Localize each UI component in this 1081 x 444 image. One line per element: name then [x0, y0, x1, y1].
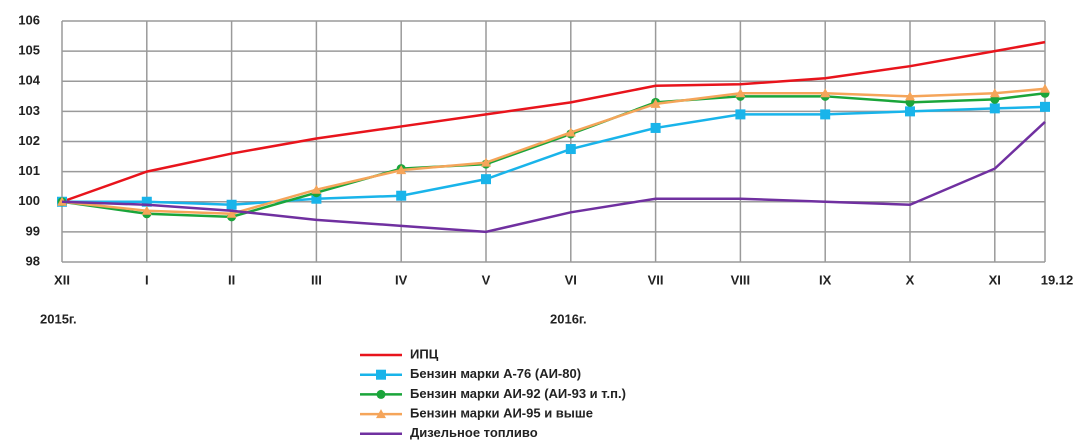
marker	[376, 369, 386, 380]
marker	[820, 88, 831, 98]
legend-label: Бензин марки А-76 (АИ-80)	[410, 366, 581, 381]
marker	[905, 106, 915, 117]
x-tick-label: VII	[648, 272, 664, 287]
x-tick-label: III	[311, 272, 322, 287]
x-tick-label: 19.12	[1041, 272, 1074, 287]
marker	[820, 109, 831, 120]
marker	[650, 122, 661, 133]
legend-label: Бензин марки АИ-95 и выше	[410, 406, 593, 421]
legend-label: Дизельное топливо	[410, 425, 538, 440]
marker	[141, 205, 152, 215]
x-tick-label: VIII	[731, 272, 751, 287]
y-tick-label: 98	[26, 253, 40, 268]
x-tick-label: IV	[395, 272, 408, 287]
x-tick-label: X	[906, 272, 915, 287]
year-label: 2016г.	[550, 311, 587, 326]
legend-label: Бензин марки АИ-92 (АИ-93 и т.п.)	[410, 386, 626, 401]
marker	[57, 196, 67, 206]
marker	[1040, 101, 1050, 112]
marker	[1040, 83, 1050, 93]
y-tick-label: 99	[26, 223, 40, 238]
series-line	[61, 121, 1046, 234]
series-line	[61, 87, 1046, 216]
marker	[735, 109, 746, 120]
marker	[650, 98, 661, 108]
x-tick-label: IX	[819, 272, 832, 287]
x-tick-label: V	[482, 272, 491, 287]
marker	[905, 91, 915, 101]
marker	[481, 157, 491, 167]
marker	[311, 193, 322, 204]
x-tick-label: II	[228, 272, 235, 287]
series-line	[62, 105, 1046, 207]
marker	[376, 389, 386, 399]
marker	[376, 409, 386, 419]
marker	[565, 144, 576, 155]
y-tick-label: 100	[18, 193, 40, 208]
marker	[565, 127, 576, 137]
marker	[396, 165, 407, 175]
legend-label: ИПЦ	[410, 346, 439, 361]
series-line	[61, 40, 1046, 203]
y-tick-label: 105	[18, 43, 40, 58]
x-tick-label: XI	[989, 272, 1001, 287]
marker	[226, 199, 237, 210]
y-tick-label: 104	[18, 73, 40, 88]
marker	[141, 196, 152, 207]
y-tick-label: 106	[18, 12, 40, 27]
marker	[989, 103, 1000, 114]
x-tick-label: XII	[54, 272, 70, 287]
y-tick-label: 102	[18, 133, 40, 148]
y-tick-label: 103	[18, 103, 40, 118]
year-label: 2015г.	[40, 311, 77, 326]
marker	[311, 184, 322, 194]
y-tick-label: 101	[18, 163, 40, 178]
marker	[735, 88, 746, 98]
x-tick-label: I	[145, 272, 149, 287]
x-tick-label: VI	[565, 272, 577, 287]
marker	[226, 208, 237, 218]
marker	[481, 174, 491, 185]
marker	[989, 88, 1000, 98]
marker	[396, 190, 407, 201]
